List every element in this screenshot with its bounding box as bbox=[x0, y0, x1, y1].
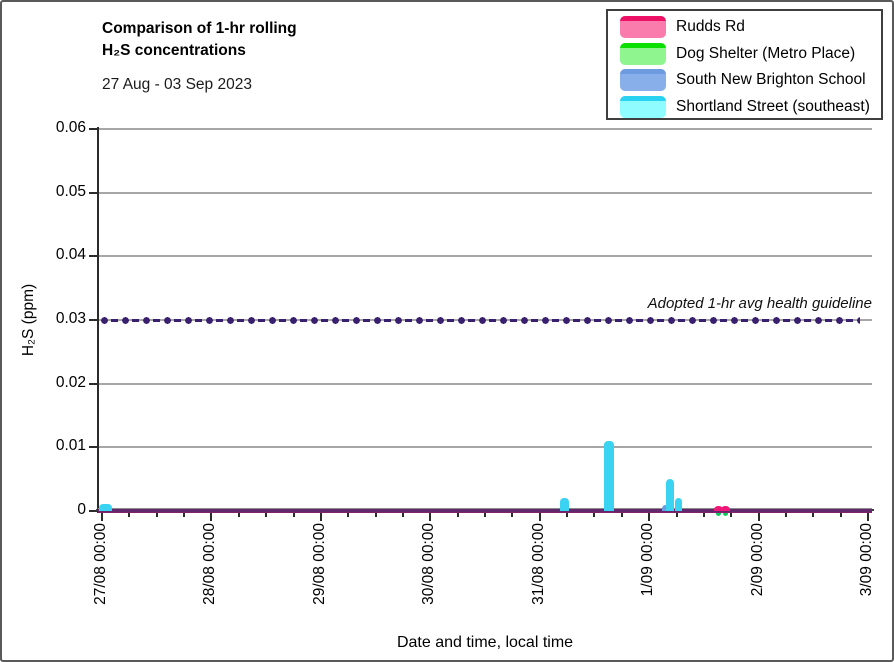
legend-swatch-icon bbox=[620, 42, 666, 65]
y-axis-tick-label: 0.01 bbox=[55, 437, 86, 455]
y-axis-title: H₂S (ppm) bbox=[20, 283, 37, 357]
data-spike-rudds-rd bbox=[713, 505, 723, 511]
data-spike-shortland-street-southeast bbox=[665, 479, 674, 511]
x-axis-minor-tick bbox=[675, 512, 678, 517]
data-spike-shortland-street-southeast bbox=[98, 503, 112, 511]
y-axis-tick bbox=[89, 446, 97, 449]
x-axis-minor-tick bbox=[237, 512, 240, 517]
y-axis-tick bbox=[89, 255, 97, 258]
data-spike-shortland-street-southeast bbox=[603, 440, 614, 511]
data-spike-rudds-rd bbox=[721, 505, 731, 511]
x-axis-minor-tick bbox=[292, 512, 295, 517]
y-axis-tick bbox=[89, 319, 97, 321]
x-axis-major-tick bbox=[319, 512, 322, 521]
x-axis-minor-tick bbox=[484, 512, 486, 517]
y-axis-tick-label: 0.05 bbox=[55, 182, 86, 200]
legend-label: Dog Shelter (Metro Place) bbox=[676, 44, 856, 62]
x-axis-tick-label: 30/08 00:00 bbox=[420, 523, 438, 605]
x-axis-minor-tick bbox=[784, 512, 787, 517]
legend-swatch-icon bbox=[620, 16, 666, 39]
y-axis-tick-label: 0.02 bbox=[55, 373, 86, 391]
chart-title-line2: H₂S concentrations bbox=[102, 42, 246, 59]
x-axis-major-tick bbox=[101, 512, 103, 521]
legend: Rudds Rd Dog Shelter (Metro Place) South N… bbox=[606, 9, 883, 120]
chart-title-line1: Comparison of 1-hr rolling bbox=[102, 20, 297, 37]
y-axis-tick bbox=[89, 128, 97, 130]
x-axis-tick-label: 27/08 00:00 bbox=[92, 523, 109, 605]
legend-swatch-icon bbox=[620, 69, 666, 92]
x-axis-minor-tick bbox=[265, 512, 268, 517]
x-axis-minor-tick bbox=[128, 512, 131, 517]
legend-label: Rudds Rd bbox=[676, 18, 745, 36]
x-axis-minor-tick bbox=[155, 512, 158, 517]
x-axis-minor-tick bbox=[702, 512, 705, 517]
gridline bbox=[98, 191, 872, 194]
x-axis-major-tick bbox=[757, 512, 760, 521]
series-baseline-band bbox=[98, 508, 872, 513]
legend-item: Rudds Rd bbox=[620, 14, 881, 41]
legend-item: Dog Shelter (Metro Place) bbox=[620, 41, 881, 68]
chart-title: Comparison of 1-hr rolling H₂S concentra… bbox=[102, 18, 297, 62]
x-axis-tick-label: 2/09 00:00 bbox=[748, 523, 766, 597]
x-axis-minor-tick bbox=[347, 512, 350, 517]
gridline bbox=[98, 128, 872, 130]
x-axis-major-tick bbox=[538, 512, 541, 521]
health-guideline-line bbox=[100, 316, 860, 325]
legend-swatch-icon bbox=[620, 95, 666, 118]
data-spike-dog-shelter-metro-place bbox=[715, 513, 721, 516]
x-axis-minor-tick bbox=[839, 512, 842, 517]
y-axis-tick bbox=[89, 382, 97, 385]
x-axis-minor-tick bbox=[374, 512, 377, 517]
x-axis-tick-label: 28/08 00:00 bbox=[201, 523, 219, 605]
x-axis-tick-label: 1/09 00:00 bbox=[639, 523, 657, 597]
gridline bbox=[98, 255, 872, 258]
x-axis-minor-tick bbox=[456, 512, 459, 517]
legend-item: Shortland Street (southeast) bbox=[620, 94, 881, 121]
y-axis-tick bbox=[89, 191, 97, 194]
legend-item: South New Brighton School bbox=[620, 67, 881, 94]
data-spike-shortland-street-southeast bbox=[560, 498, 570, 511]
x-axis-tick-label: 3/09 00:00 bbox=[858, 523, 875, 597]
gridline bbox=[98, 382, 872, 385]
x-axis-minor-tick bbox=[401, 512, 404, 517]
x-axis-minor-tick bbox=[566, 512, 569, 517]
x-axis-major-tick bbox=[648, 512, 651, 521]
x-axis-minor-tick bbox=[730, 512, 733, 517]
health-guideline-label: Adopted 1-hr avg health guideline bbox=[647, 295, 872, 312]
x-axis-minor-tick bbox=[183, 512, 186, 517]
x-axis-tick-label: 29/08 00:00 bbox=[310, 523, 328, 605]
legend-label: South New Brighton School bbox=[676, 71, 866, 89]
y-axis-tick-label: 0.03 bbox=[55, 310, 86, 327]
x-axis-minor-tick bbox=[511, 512, 514, 517]
gridline bbox=[98, 446, 872, 449]
x-axis-major-tick bbox=[429, 512, 432, 521]
data-spike-south-new-brighton-school bbox=[662, 504, 670, 511]
x-axis-tick-label: 31/08 00:00 bbox=[529, 523, 547, 605]
x-axis-major-tick bbox=[210, 512, 213, 521]
y-axis-tick-label: 0 bbox=[77, 501, 86, 518]
x-axis-minor-tick bbox=[593, 512, 596, 517]
legend-label: Shortland Street (southeast) bbox=[676, 97, 870, 115]
x-axis-title: Date and time, local time bbox=[396, 634, 574, 651]
y-axis-tick-label: 0.06 bbox=[55, 119, 86, 136]
data-spike-dog-shelter-metro-place bbox=[723, 513, 729, 516]
x-axis-minor-tick bbox=[812, 512, 815, 517]
x-axis-major-tick bbox=[867, 512, 869, 521]
y-axis-tick-label: 0.04 bbox=[55, 246, 86, 264]
chart-subtitle: 27 Aug - 03 Sep 2023 bbox=[102, 76, 252, 93]
x-axis-minor-tick bbox=[620, 512, 623, 517]
y-axis-line bbox=[97, 127, 99, 513]
y-axis-tick bbox=[89, 510, 97, 512]
data-spike-shortland-street-southeast bbox=[675, 498, 683, 511]
